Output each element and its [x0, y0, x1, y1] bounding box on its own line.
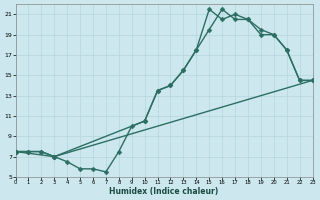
X-axis label: Humidex (Indice chaleur): Humidex (Indice chaleur): [109, 187, 219, 196]
